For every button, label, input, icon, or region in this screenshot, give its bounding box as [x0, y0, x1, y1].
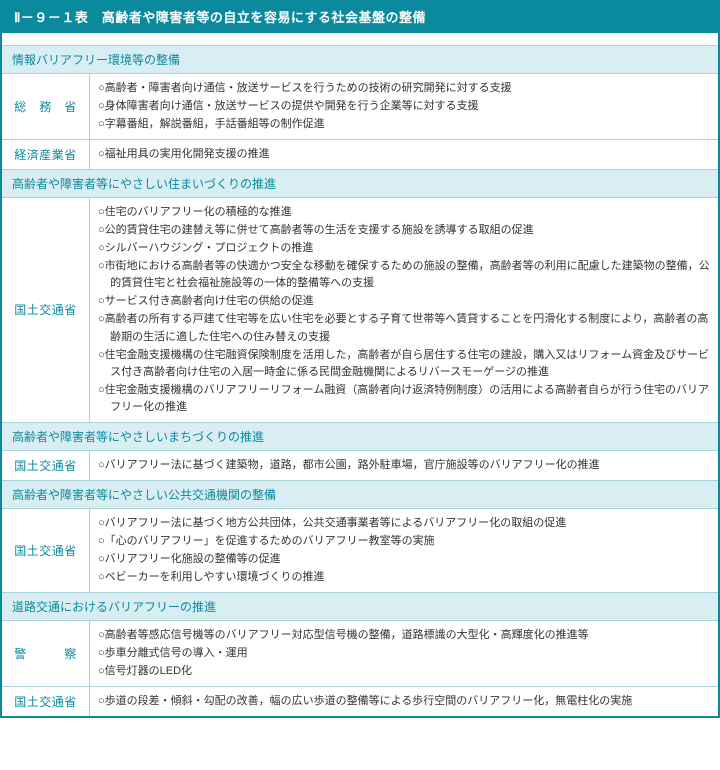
list-item: ○信号灯器のLED化 [98, 663, 710, 680]
list-item: ○歩道の段差・傾斜・勾配の改善，幅の広い歩道の整備等による歩行空間のバリアフリー… [98, 693, 710, 710]
list-item: ○サービス付き高齢者向け住宅の供給の促進 [98, 293, 710, 310]
list-item: ○バリアフリー化施設の整備等の促進 [98, 551, 710, 568]
section-header: 情報バリアフリー環境等の整備 [2, 45, 718, 74]
table-row: 国土交通省 ○バリアフリー法に基づく建築物，道路，都市公園，路外駐車場，官庁施設等… [2, 451, 718, 480]
items-cell: ○福祉用具の実用化開発支援の推進 [90, 140, 718, 169]
table-row: 警 察 ○高齢者等感応信号機等のバリアフリー対応型信号機の整備，道路標識の大型化・… [2, 621, 718, 687]
items-cell: ○高齢者・障害者向け通信・放送サービスを行うための技術の研究開発に対する支援○身… [90, 74, 718, 139]
list-item: ○シルバーハウジング・プロジェクトの推進 [98, 240, 710, 257]
items-cell: ○歩道の段差・傾斜・勾配の改善，幅の広い歩道の整備等による歩行空間のバリアフリー… [90, 687, 718, 716]
list-item: ○高齢者の所有する戸建て住宅等を広い住宅を必要とする子育て世帯等へ賃貸することを… [98, 311, 710, 345]
agency-cell: 国土交通省 [2, 198, 90, 422]
agency-cell: 国土交通省 [2, 687, 90, 716]
section: 高齢者や障害者等にやさしい住まいづくりの推進国土交通省○住宅のバリアフリー化の積… [2, 169, 718, 422]
items-cell: ○バリアフリー法に基づく建築物，道路，都市公園，路外駐車場，官庁施設等のバリアフ… [90, 451, 718, 480]
section: 高齢者や障害者等にやさしいまちづくりの推進国土交通省 ○バリアフリー法に基づく建築… [2, 422, 718, 480]
section-header: 高齢者や障害者等にやさしいまちづくりの推進 [2, 422, 718, 451]
table-row: 国土交通省 ○歩道の段差・傾斜・勾配の改善，幅の広い歩道の整備等による歩行空間のバ… [2, 687, 718, 716]
list-item: ○公的賃貸住宅の建替え等に併せて高齢者等の生活を支援する施設を誘導する取組の促進 [98, 222, 710, 239]
list-item: ○福祉用具の実用化開発支援の推進 [98, 146, 710, 163]
table-body: 情報バリアフリー環境等の整備総 務 省○高齢者・障害者向け通信・放送サービスを行… [0, 33, 720, 718]
items-cell: ○バリアフリー法に基づく地方公共団体，公共交通事業者等によるバリアフリー化の取組… [90, 509, 718, 592]
section: 高齢者や障害者等にやさしい公共交通機関の整備国土交通省 ○バリアフリー法に基づく地… [2, 480, 718, 592]
list-item: ○高齢者・障害者向け通信・放送サービスを行うための技術の研究開発に対する支援 [98, 80, 710, 97]
agency-cell: 国土交通省 [2, 509, 90, 592]
list-item: ○歩車分離式信号の導入・運用 [98, 645, 710, 662]
section: 情報バリアフリー環境等の整備総 務 省○高齢者・障害者向け通信・放送サービスを行… [2, 45, 718, 169]
agency-cell: 国土交通省 [2, 451, 90, 480]
table-row: 総 務 省○高齢者・障害者向け通信・放送サービスを行うための技術の研究開発に対す… [2, 74, 718, 140]
items-cell: ○住宅のバリアフリー化の積極的な推進○公的賃貸住宅の建替え等に併せて高齢者等の生… [90, 198, 718, 422]
list-item: ○住宅金融支援機構のバリアフリーリフォーム融資（高齢者向け返済特例制度）の活用に… [98, 382, 710, 416]
list-item: ○ベビーカーを利用しやすい環境づくりの推進 [98, 569, 710, 586]
section-header: 高齢者や障害者等にやさしい公共交通機関の整備 [2, 480, 718, 509]
list-item: ○市街地における高齢者等の快適かつ安全な移動を確保するための施設の整備，高齢者等… [98, 258, 710, 292]
table-row: 国土交通省○住宅のバリアフリー化の積極的な推進○公的賃貸住宅の建替え等に併せて高… [2, 198, 718, 422]
table-row: 経済産業省 ○福祉用具の実用化開発支援の推進 [2, 140, 718, 169]
items-cell: ○高齢者等感応信号機等のバリアフリー対応型信号機の整備，道路標識の大型化・高輝度… [90, 621, 718, 686]
list-item: ○高齢者等感応信号機等のバリアフリー対応型信号機の整備，道路標識の大型化・高輝度… [98, 627, 710, 644]
list-item: ○バリアフリー法に基づく建築物，道路，都市公園，路外駐車場，官庁施設等のバリアフ… [98, 457, 710, 474]
section-header: 高齢者や障害者等にやさしい住まいづくりの推進 [2, 169, 718, 198]
spacer [2, 33, 718, 45]
table-row: 国土交通省 ○バリアフリー法に基づく地方公共団体，公共交通事業者等によるバリアフリ… [2, 509, 718, 592]
agency-cell: 警 察 [2, 621, 90, 686]
list-item: ○住宅金融支援機構の住宅融資保険制度を活用した，高齢者が自ら居住する住宅の建設，… [98, 347, 710, 381]
table-title: Ⅱ－９－１表 高齢者や障害者等の自立を容易にする社会基盤の整備 [0, 0, 720, 33]
agency-cell: 経済産業省 [2, 140, 90, 169]
list-item: ○「心のバリアフリー」を促進するためのバリアフリー教室等の実施 [98, 533, 710, 550]
agency-cell: 総 務 省 [2, 74, 90, 139]
section: 道路交通におけるバリアフリーの推進警 察 ○高齢者等感応信号機等のバリアフリー対応… [2, 592, 718, 716]
list-item: ○住宅のバリアフリー化の積極的な推進 [98, 204, 710, 221]
list-item: ○字幕番組，解説番組，手話番組等の制作促進 [98, 116, 710, 133]
section-header: 道路交通におけるバリアフリーの推進 [2, 592, 718, 621]
list-item: ○身体障害者向け通信・放送サービスの提供や開発を行う企業等に対する支援 [98, 98, 710, 115]
list-item: ○バリアフリー法に基づく地方公共団体，公共交通事業者等によるバリアフリー化の取組… [98, 515, 710, 532]
